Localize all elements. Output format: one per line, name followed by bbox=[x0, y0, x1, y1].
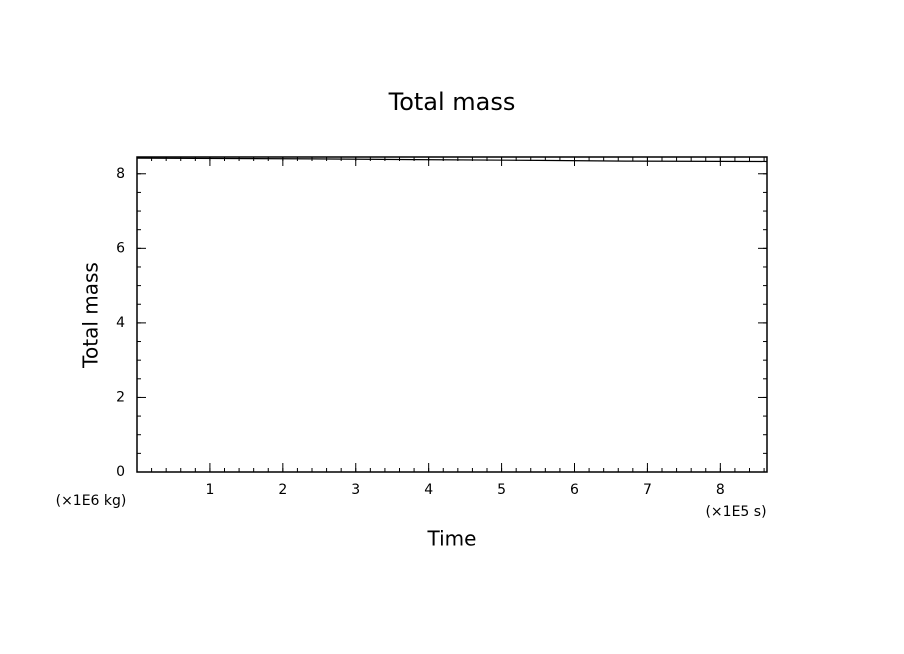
x-unit-label: (×1E5 s) bbox=[705, 504, 766, 520]
y-unit-label: (×1E6 kg) bbox=[56, 493, 127, 509]
chart-title: Total mass bbox=[388, 88, 516, 116]
y-tick-label: 2 bbox=[116, 389, 125, 405]
x-tick-label: 8 bbox=[716, 482, 725, 498]
x-tick-label: 6 bbox=[570, 482, 579, 498]
y-tick-label: 0 bbox=[116, 464, 125, 480]
x-tick-label: 1 bbox=[205, 482, 214, 498]
x-tick-label: 4 bbox=[424, 482, 433, 498]
x-tick-label: 7 bbox=[643, 482, 652, 498]
x-tick-label: 3 bbox=[351, 482, 360, 498]
x-tick-label: 2 bbox=[278, 482, 287, 498]
data-line bbox=[136, 157, 768, 163]
x-axis-label: Time bbox=[427, 527, 477, 551]
y-axis-label: Total mass bbox=[79, 262, 103, 369]
y-tick-label: 6 bbox=[116, 240, 125, 256]
y-tick-label: 8 bbox=[116, 166, 125, 182]
y-tick-label: 4 bbox=[116, 315, 125, 331]
plot-frame bbox=[136, 156, 768, 473]
x-tick-label: 5 bbox=[497, 482, 506, 498]
